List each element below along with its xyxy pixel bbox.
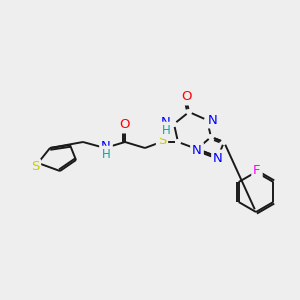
Text: N: N — [161, 116, 171, 128]
Text: H: H — [102, 148, 110, 160]
Text: N: N — [101, 140, 111, 152]
Text: N: N — [192, 143, 202, 157]
Text: F: F — [253, 164, 261, 178]
Text: N: N — [208, 113, 218, 127]
Text: S: S — [158, 134, 166, 146]
Text: O: O — [181, 91, 191, 103]
Text: O: O — [120, 118, 130, 131]
Text: H: H — [162, 124, 170, 136]
Text: N: N — [213, 152, 223, 164]
Text: S: S — [31, 160, 39, 173]
